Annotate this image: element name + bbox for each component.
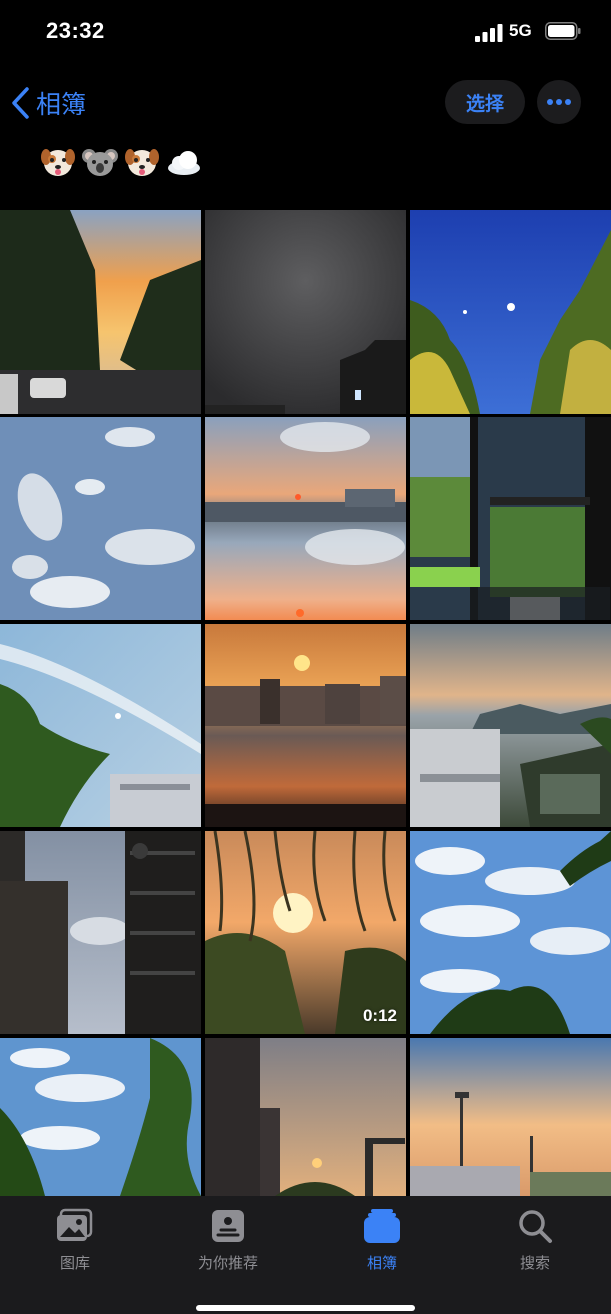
select-button[interactable]: 选择 xyxy=(445,80,525,124)
photo-thumbnail[interactable] xyxy=(410,831,611,1034)
status-bar: 23:32 5G xyxy=(0,0,611,64)
album-title xyxy=(40,144,202,180)
photo-thumbnail[interactable] xyxy=(0,1038,201,1196)
status-time: 23:32 xyxy=(46,18,105,43)
photo-library-icon xyxy=(57,1208,93,1241)
tab-bar: 图库 为你推荐 相簿 搜索 xyxy=(0,1196,611,1314)
photo-thumbnail[interactable] xyxy=(205,210,406,414)
dog-face-icon xyxy=(125,149,159,176)
home-indicator xyxy=(196,1305,415,1311)
back-label: 相簿 xyxy=(36,90,87,119)
chevron-left-icon xyxy=(12,87,29,119)
ellipsis-icon xyxy=(547,99,571,105)
tab-library[interactable]: 图库 xyxy=(15,1206,135,1276)
cloud-icon xyxy=(168,151,200,175)
tab-albums[interactable]: 相簿 xyxy=(322,1206,442,1276)
for-you-icon xyxy=(212,1210,244,1242)
video-duration: 0:12 xyxy=(362,1006,397,1025)
photo-thumbnail[interactable] xyxy=(410,210,611,414)
photo-thumbnail[interactable] xyxy=(0,210,201,414)
cellular-signal-icon xyxy=(475,24,503,42)
more-options-button[interactable] xyxy=(537,80,581,124)
tab-for-you-label: 为你推荐 xyxy=(197,1254,258,1272)
tab-library-label: 图库 xyxy=(59,1254,90,1272)
photo-thumbnail[interactable] xyxy=(0,831,201,1034)
tab-search-label: 搜索 xyxy=(519,1254,550,1272)
tab-for-you[interactable]: 为你推荐 xyxy=(168,1206,288,1276)
albums-icon xyxy=(364,1209,400,1243)
photo-thumbnail[interactable] xyxy=(205,417,406,620)
battery-icon xyxy=(545,22,581,40)
search-icon xyxy=(519,1210,552,1243)
photo-thumbnail[interactable] xyxy=(410,1038,611,1196)
network-type: 5G xyxy=(509,21,532,40)
back-button[interactable]: 相簿 xyxy=(10,84,86,122)
photo-thumbnail[interactable] xyxy=(410,417,611,620)
photo-thumbnail[interactable]: 0:12 xyxy=(205,831,406,1034)
photo-thumbnail[interactable] xyxy=(205,624,406,827)
dog-face-icon xyxy=(41,149,75,176)
photo-thumbnail[interactable] xyxy=(0,417,201,620)
photo-thumbnail[interactable] xyxy=(0,624,201,827)
koala-face-icon xyxy=(82,149,118,176)
photo-thumbnail[interactable] xyxy=(205,1038,406,1196)
tab-search[interactable]: 搜索 xyxy=(475,1206,595,1276)
photo-thumbnail[interactable] xyxy=(410,624,611,827)
tab-albums-label: 相簿 xyxy=(366,1254,397,1272)
